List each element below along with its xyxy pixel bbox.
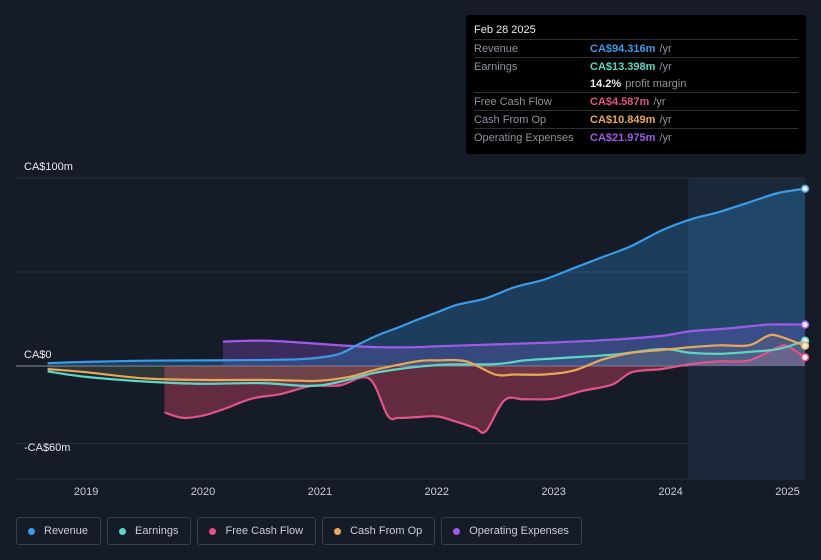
y-axis-label: CA$0 — [24, 349, 52, 361]
legend-label: Revenue — [44, 525, 89, 537]
tooltip-row-value: CA$10.849m — [590, 113, 656, 126]
operating-expenses-line — [222, 323, 806, 349]
legend-label: Cash From Op — [350, 525, 423, 537]
legend-dot-icon — [28, 527, 35, 535]
tooltip-row: Cash From Op CA$10.849m/yr — [474, 110, 798, 128]
tooltip-row-unit: /yr — [659, 60, 672, 73]
tooltip-row-label: Cash From Op — [474, 113, 547, 126]
tooltip-row: Earnings CA$13.398m/yr — [474, 57, 798, 75]
tooltip-row-unit: profit margin — [625, 77, 687, 90]
legend-label: Free Cash Flow — [225, 525, 304, 537]
x-axis-tick-label: 2021 — [308, 486, 332, 498]
tooltip-row-value: CA$4.587m — [590, 95, 650, 108]
tooltip-row: Revenue CA$94.316m/yr — [474, 39, 798, 57]
x-axis-tick-label: 2019 — [74, 486, 98, 498]
series-end-markers — [800, 184, 810, 362]
tooltip-row-label: Operating Expenses — [474, 131, 574, 144]
x-axis-tick-label: 2020 — [191, 486, 215, 498]
tooltip-row-value: CA$21.975m — [590, 131, 656, 144]
earnings-line — [47, 339, 806, 387]
x-axis-tick-label: 2022 — [425, 486, 449, 498]
tooltip-rows: Revenue CA$94.316m/yr Earnings CA$13.398m/y… — [474, 39, 798, 146]
tooltip-row-value: 14.2% — [590, 77, 622, 90]
tooltip-row-value: CA$94.316m — [590, 42, 656, 55]
cash-from-op-area — [47, 334, 806, 382]
legend-dot-icon — [334, 527, 342, 535]
tooltip-row-label: Revenue — [474, 42, 519, 55]
tooltip-row-label: Free Cash Flow — [474, 95, 552, 108]
tooltip-row: Operating Expenses CA$21.975m/yr — [474, 128, 798, 146]
tooltip-row-unit: /yr — [659, 113, 672, 126]
legend-item-free-cash-flow[interactable]: Free Cash Flow — [197, 517, 317, 545]
x-axis-tick-label: 2023 — [541, 486, 565, 498]
tooltip-date: Feb 28 2025 — [474, 24, 536, 36]
operating-expenses-end-marker — [800, 320, 810, 329]
legend-dot-icon — [119, 527, 127, 535]
revenue-area — [47, 188, 806, 366]
free-cash-flow-end-marker — [800, 353, 810, 362]
legend-item-cash-from-op[interactable]: Cash From Op — [322, 517, 436, 545]
legend-dot-icon — [453, 527, 461, 535]
y-axis-labels: CA$100m CA$0 -CA$60m — [24, 161, 73, 454]
x-axis-tick-label: 2024 — [658, 486, 682, 498]
tooltip-row-label: Earnings — [474, 60, 518, 73]
tooltip: Feb 28 2025 Revenue CA$94.316m/yr Earnings… — [466, 15, 806, 154]
cash-from-op-end-marker — [800, 341, 810, 350]
tooltip-row-value: CA$13.398m — [590, 60, 656, 73]
legend-item-earnings[interactable]: Earnings — [107, 517, 192, 545]
revenue-end-marker — [800, 184, 810, 193]
tooltip-row: 14.2% profit margin — [474, 75, 798, 92]
free-cash-flow-area — [164, 345, 805, 433]
highlight-band — [689, 178, 805, 479]
legend: Revenue Earnings Free Cash Flow Cash From O… — [16, 517, 582, 545]
series-areas — [47, 188, 806, 433]
series-lines — [47, 187, 806, 434]
legend-label: Operating Expenses — [469, 525, 569, 537]
legend-item-revenue[interactable]: Revenue — [16, 517, 102, 545]
legend-label: Earnings — [135, 525, 179, 537]
x-axis-tick-label: 2025 — [775, 486, 799, 498]
legend-dot-icon — [209, 527, 217, 535]
tooltip-row-unit: /yr — [659, 42, 672, 55]
y-axis-label: -CA$60m — [24, 442, 70, 454]
cash-from-op-line — [47, 333, 806, 383]
tooltip-row: Free Cash Flow CA$4.587m/yr — [474, 92, 798, 110]
tooltip-row-unit: /yr — [653, 95, 666, 108]
legend-item-operating-expenses[interactable]: Operating Expenses — [441, 517, 582, 545]
operating-expenses-area — [222, 324, 805, 366]
y-axis-label: CA$100m — [24, 161, 73, 173]
x-axis-labels: 2019 2020 2021 2022 2023 2024 2025 — [74, 486, 800, 498]
tooltip-row-unit: /yr — [659, 131, 672, 144]
revenue-line — [47, 187, 806, 365]
earnings-area — [47, 340, 806, 386]
free-cash-flow-line — [164, 344, 806, 434]
